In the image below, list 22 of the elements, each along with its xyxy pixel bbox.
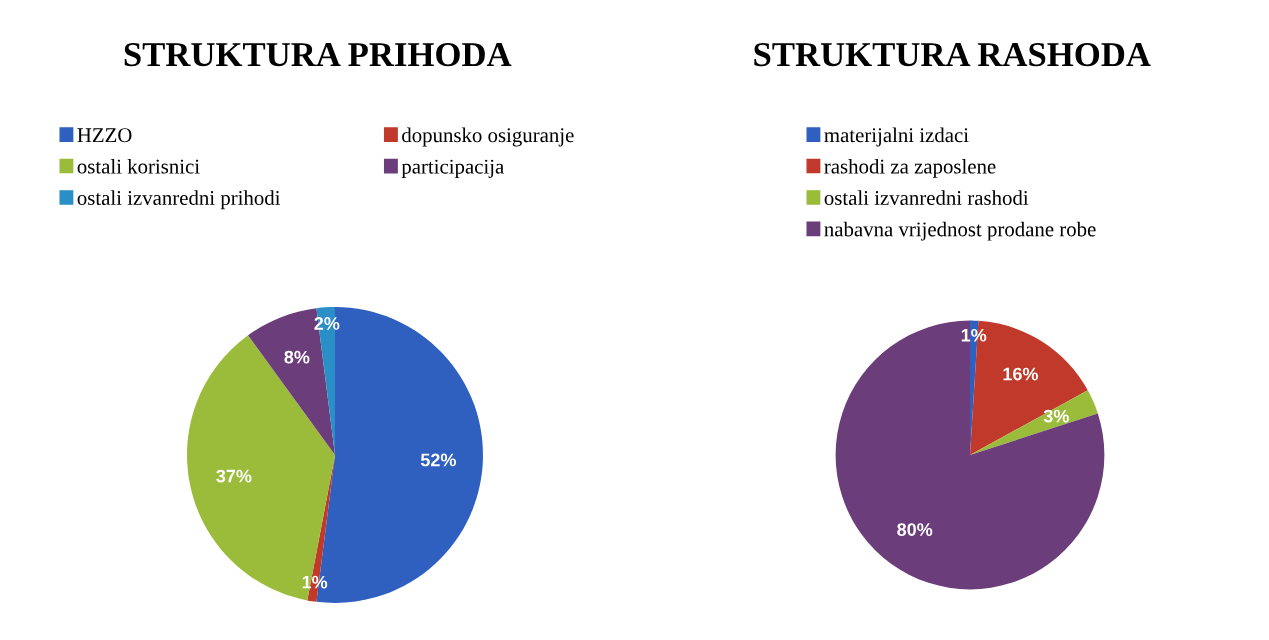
legend-label: ostali korisnici [77,158,200,174]
legend-label: dopunsko osiguranje [402,127,574,147]
chart-title: STRUKTURA PRIHODA [124,42,512,67]
data-label: 1% [961,328,987,342]
data-label: 52% [420,453,456,467]
pie-slice [970,390,1098,455]
legend-label: ostali izvanredni prihodi [77,190,281,210]
legend-label: nabavna vrijednost prodane robe [824,221,1096,241]
data-label: 80% [897,523,933,536]
legend-label: materijalni izdaci [824,127,969,147]
legend-label: ostali izvanredni rashodi [824,190,1029,205]
chart-title: STRUKTURA RASHODA [754,42,1151,67]
pie-slice [187,335,335,601]
legend-label: rashodi za zaposlene [824,158,996,178]
data-label: 2% [314,317,340,330]
legend-label: HZZO [77,128,132,143]
data-label: 3% [1043,409,1069,423]
data-label: 37% [216,469,252,483]
pie-slice [835,320,1105,590]
data-label: 16% [1003,367,1038,381]
data-label: 8% [284,350,310,364]
legend-label: participacija [401,159,504,178]
